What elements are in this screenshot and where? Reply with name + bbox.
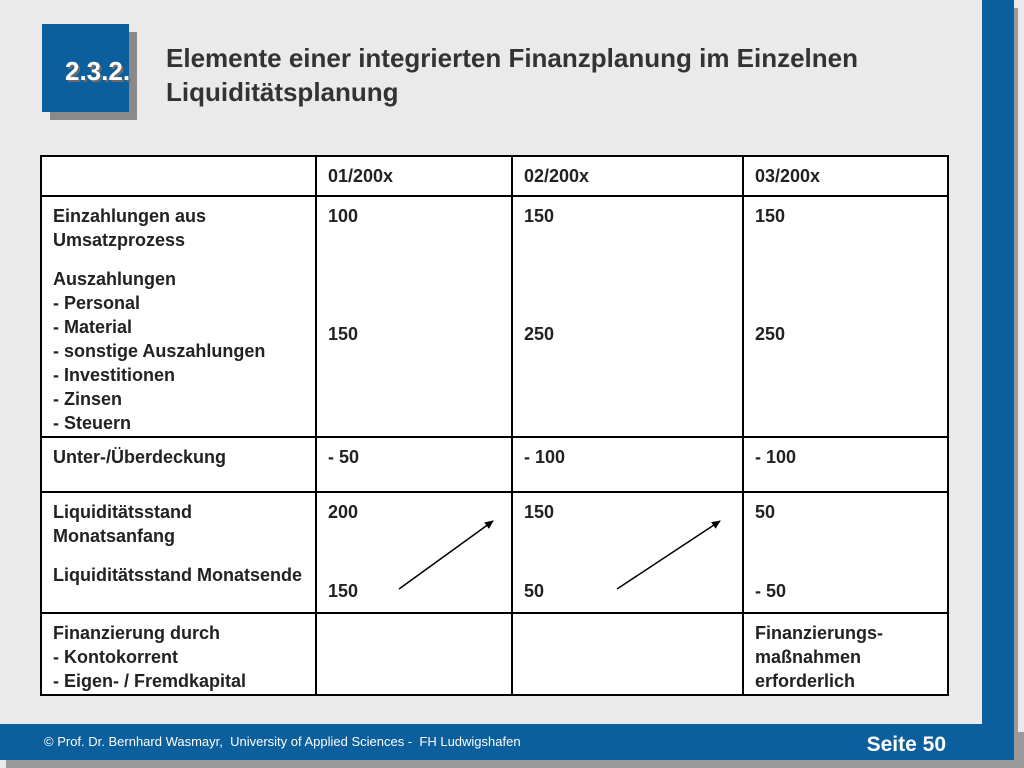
finanzierung-value-2 [513,614,742,621]
section-number-box [42,24,129,112]
auszahlungen-item: - Material [53,317,133,337]
einzahlungen-value-1: 100 [328,206,359,226]
finanzierung-line: Finanzierung durch [53,623,221,643]
einzahlungen-value-2: 150 [524,206,555,226]
liquiditaet-label: Liquiditätsstand Monatsanfang Liquidität… [42,493,315,587]
row-divider-4 [42,612,947,614]
footer-copyright: © Prof. Dr. Bernhard Wasmayr, University… [44,734,521,749]
monatsanfang-label: Liquiditätsstand Monatsanfang [53,502,192,546]
page-number: Seite 50 [866,733,946,756]
header-month-2: 02/200x [524,166,590,186]
auszahlungen-label: Auszahlungen [53,269,177,289]
auszahlungen-item: - Investitionen [53,365,176,385]
row-divider-1 [42,195,947,197]
finanzierung-value-3: Finanzierungs- maßnahmen erforderlich [755,623,884,691]
monatsanfang-value-2: 150 [524,502,555,522]
ueberdeckung-value-1: - 50 [328,447,360,467]
finanzierung-label: Finanzierung durch - Kontokorrent - Eige… [42,614,315,693]
slide-title: Elemente einer integrierten Finanzplanun… [166,41,858,109]
auszahlungen-item: - Steuern [53,413,132,433]
footer-bar [0,724,1014,760]
ueberdeckung-label: Unter-/Überdeckung [53,447,227,467]
monatsende-label: Liquiditätsstand Monatsende [53,565,303,585]
header-empty-cell [42,157,315,164]
right-accent-bar [982,0,1014,726]
auszahlungen-value-3: 250 [755,324,786,344]
col-divider-2 [511,157,513,694]
monatsanfang-value-1: 200 [328,502,359,522]
col-divider-1 [315,157,317,694]
finanzierung-value-1 [317,614,511,621]
header-month-1: 01/200x [328,166,394,186]
ueberdeckung-value-3: - 100 [755,447,797,467]
col-divider-3 [742,157,744,694]
auszahlungen-value-1: 150 [328,324,359,344]
einzahlungen-label: Einzahlungen aus Umsatzprozess [53,206,207,250]
einzahlungen-value-3: 150 [755,206,786,226]
finanzierung-line: - Eigen- / Fremdkapital [53,671,247,691]
auszahlungen-item: - Personal [53,293,141,313]
header-month-3: 03/200x [755,166,821,186]
auszahlungen-item: - Zinsen [53,389,123,409]
ueberdeckung-value-2: - 100 [524,447,566,467]
title-line-2: Liquiditätsplanung [166,77,399,107]
row-divider-2 [42,436,947,438]
row-zahlungen-label: Einzahlungen aus Umsatzprozess Auszahlun… [42,197,315,435]
auszahlungen-item: - sonstige Auszahlungen [53,341,266,361]
monatsanfang-value-3: 50 [755,502,776,522]
section-number: 2.3.2. [65,56,131,86]
title-line-1: Elemente einer integrierten Finanzplanun… [166,43,859,73]
liquidity-table: 01/200x 02/200x 03/200x Einzahlungen aus… [40,155,949,696]
monatsende-value-2: 50 [524,581,545,601]
finanzierung-line: - Kontokorrent [53,647,178,667]
auszahlungen-value-2: 250 [524,324,555,344]
monatsende-value-1: 150 [328,581,359,601]
monatsende-value-3: - 50 [755,581,787,601]
row-divider-3 [42,491,947,493]
